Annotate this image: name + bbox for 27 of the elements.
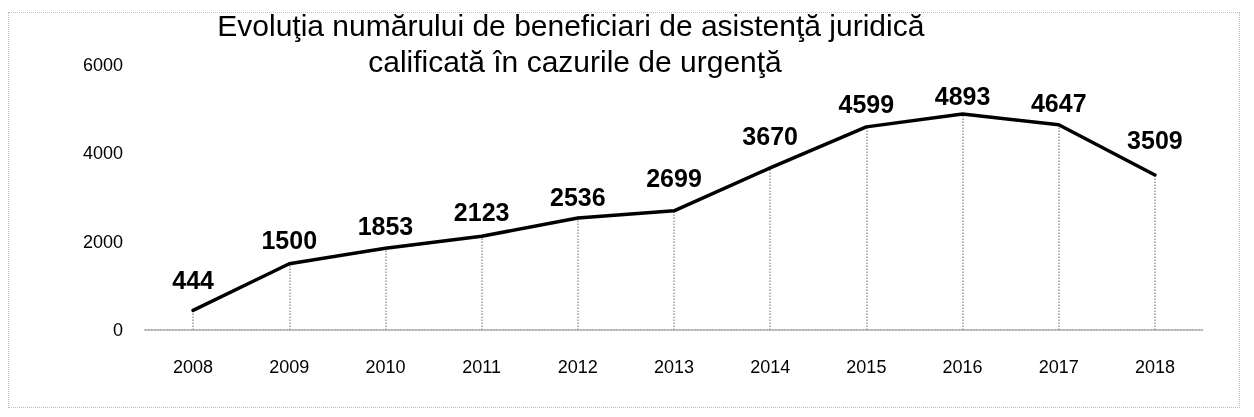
data-label: 2536: [550, 183, 606, 212]
x-tick-label: 2014: [750, 357, 791, 377]
x-tick-label: 2012: [557, 357, 598, 377]
y-tick-label: 4000: [82, 143, 123, 164]
y-tick-label: 0: [112, 320, 123, 340]
x-tick-label: 2009: [269, 357, 310, 377]
data-label: 4893: [934, 81, 991, 110]
x-tick-label: 2018: [1134, 357, 1175, 377]
x-tick-label: 2010: [365, 357, 406, 377]
chart-title: Evoluţia numărului de beneficiari de asistenţă juridică calificată în cazurile de urgenţă: [217, 8, 933, 78]
data-label: 1853: [357, 211, 414, 240]
x-tick-label: 2017: [1038, 357, 1079, 377]
x-tick-label: 2013: [653, 357, 695, 377]
y-tick-label: 2000: [82, 231, 123, 252]
data-label: 4599: [838, 90, 895, 119]
data-label: 2699: [646, 164, 702, 193]
data-label: 3509: [1127, 126, 1183, 155]
data-label: 4647: [1030, 88, 1087, 117]
data-label: 444: [172, 266, 215, 295]
data-label: 2123: [453, 197, 510, 226]
data-label: 1500: [261, 226, 318, 255]
x-tick-label: 2008: [173, 357, 214, 377]
x-tick-label: 2011: [462, 357, 501, 377]
y-tick-label: 6000: [82, 55, 123, 75]
data-label: 3670: [742, 122, 798, 151]
x-tick-label: 2015: [846, 357, 887, 377]
x-tick-label: 2016: [942, 357, 983, 377]
